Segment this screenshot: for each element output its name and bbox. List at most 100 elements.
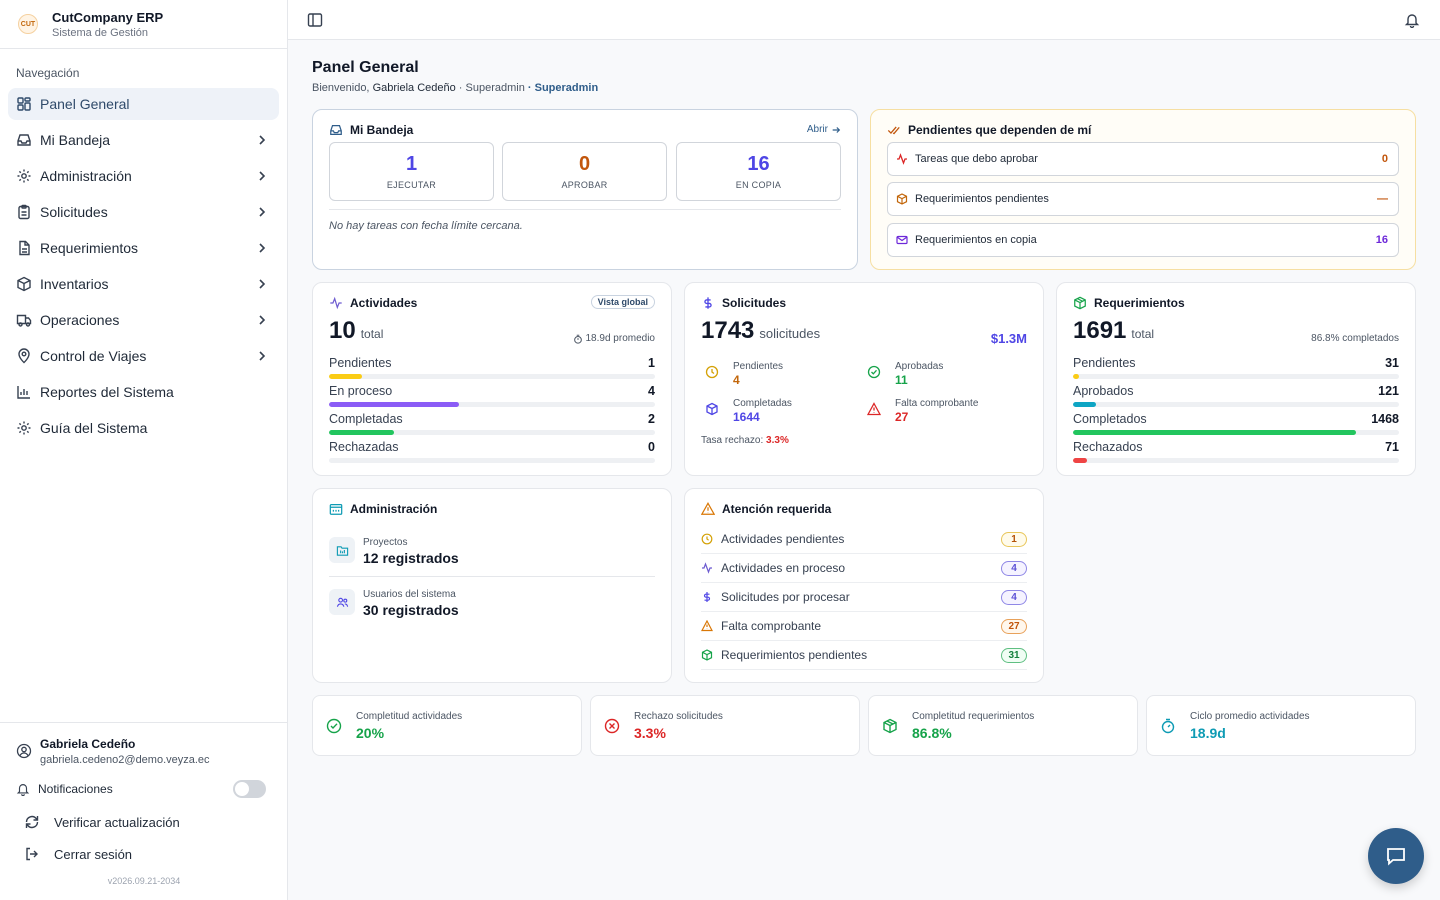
pending-row-value: —: [1377, 193, 1388, 205]
sidebar-item-label: Solicitudes: [40, 204, 108, 220]
inbox-box-label: EN COPIA: [735, 180, 782, 190]
check-circle-icon: [867, 365, 881, 379]
progress-fill: [1073, 458, 1087, 463]
sidebar-item-mi-bandeja[interactable]: Mi Bandeja: [8, 124, 279, 156]
welcome-role: · Superadmin: [458, 82, 525, 94]
check-update-button[interactable]: Verificar actualización: [0, 806, 288, 838]
kpi-value: 86.8%: [912, 724, 952, 741]
requests-amount: $1.3M: [990, 331, 1027, 346]
chevron-right-icon: [259, 351, 266, 361]
sidebar-item-panel-general[interactable]: Panel General: [8, 88, 279, 120]
sidebar-item-control-de-viajes[interactable]: Control de Viajes: [8, 340, 279, 372]
chevron-right-icon: [259, 279, 266, 289]
inbox-open-link[interactable]: Abrir: [807, 124, 841, 135]
chevron-right-icon: [259, 135, 266, 145]
requests-total-label: solicitudes: [759, 326, 821, 341]
sidebar-item-reportes[interactable]: Reportes del Sistema: [8, 376, 279, 408]
activities-average: 18.9d promedio: [573, 333, 655, 344]
progress-bar: [329, 458, 655, 463]
kpi-activities-completion: Completitud actividades 20%: [312, 695, 582, 756]
package-icon: [701, 649, 713, 661]
brand-logo: CUT: [18, 14, 38, 34]
global-view-badge[interactable]: Vista global: [590, 295, 655, 309]
sidebar-toggle-icon[interactable]: [307, 12, 323, 28]
attention-row-requests-to-process[interactable]: Solicitudes por procesar 4: [701, 583, 1027, 612]
activities-row-in-progress: En proceso 4: [329, 384, 655, 407]
sidebar-item-guia[interactable]: Guía del Sistema: [8, 412, 279, 444]
attention-row-label: Falta comprobante: [721, 619, 822, 633]
user-info[interactable]: Gabriela Cedeño gabriela.cedeno2@demo.ve…: [0, 723, 288, 766]
requests-approved[interactable]: Aprobadas 11: [867, 361, 943, 387]
requirements-completed-note: 86.8% completados: [1311, 333, 1399, 344]
pending-row-label: Requerimientos en copia: [915, 234, 1037, 246]
arrow-right-icon: [832, 126, 841, 133]
bell-icon[interactable]: [1404, 12, 1420, 28]
attention-row-missing-receipt[interactable]: Falta comprobante 27: [701, 612, 1027, 641]
kpi-label: Completitud requerimientos: [912, 710, 1035, 722]
inbox-box-cc[interactable]: 16 EN COPIA: [676, 142, 841, 201]
brand[interactable]: CUT CutCompany ERP Sistema de Gestión: [0, 0, 287, 49]
stat-value: 1: [648, 356, 655, 370]
activities-row-completed: Completadas 2: [329, 412, 655, 435]
requests-missing-receipt[interactable]: Falta comprobante 27: [867, 398, 978, 424]
attention-row-label: Requerimientos pendientes: [721, 648, 868, 662]
inbox-box-approve[interactable]: 0 APROBAR: [502, 142, 667, 201]
notifications-toggle[interactable]: [233, 780, 266, 798]
requirements-total-label: total: [1131, 327, 1155, 341]
progress-bar: [1073, 402, 1399, 407]
pending-row-approve[interactable]: Tareas que debo aprobar 0: [887, 142, 1399, 176]
app-version: v2026.09.21-2034: [107, 876, 181, 886]
sidebar-item-label: Administración: [40, 168, 132, 184]
sidebar-item-administracion[interactable]: Administración: [8, 160, 279, 192]
logout-label: Cerrar sesión: [54, 846, 133, 862]
logout-button[interactable]: Cerrar sesión: [0, 838, 288, 870]
inbox-box-execute[interactable]: 1 EJECUTAR: [329, 142, 494, 201]
map-pin-icon: [18, 348, 30, 364]
sidebar-item-operaciones[interactable]: Operaciones: [8, 304, 279, 336]
requests-pending[interactable]: Pendientes 4: [705, 361, 783, 387]
package-icon: [896, 193, 908, 205]
mini-value: 1644: [733, 410, 760, 424]
mini-label: Completadas: [733, 398, 792, 409]
requirements-row-completed: Completados 1468: [1073, 412, 1399, 435]
requirements-row-pending: Pendientes 31: [1073, 356, 1399, 379]
activities-total: 10 total: [329, 317, 383, 345]
pending-row-cc[interactable]: Requerimientos en copia 16: [887, 223, 1399, 257]
admin-projects[interactable]: Proyectos 12 registrados: [329, 537, 655, 577]
progress-fill: [329, 402, 460, 407]
divider: [329, 209, 841, 210]
attention-row-activities-in-progress[interactable]: Actividades en proceso 4: [701, 554, 1027, 583]
progress-fill: [329, 374, 362, 379]
activity-icon: [702, 562, 712, 574]
stat-value: 2: [648, 412, 655, 426]
attention-row-requirements-pending[interactable]: Requerimientos pendientes 31: [701, 641, 1027, 670]
sidebar-item-inventarios[interactable]: Inventarios: [8, 268, 279, 300]
pending-row-label: Requerimientos pendientes: [915, 193, 1049, 205]
gear-icon: [17, 421, 31, 435]
kpi-value: 18.9d: [1190, 724, 1226, 741]
kpi-average-cycle: Ciclo promedio actividades 18.9d: [1146, 695, 1416, 756]
mini-label: Aprobadas: [895, 361, 944, 372]
attention-row-activities-pending[interactable]: Actividades pendientes 1: [701, 525, 1027, 554]
pending-row-value: 0: [1381, 153, 1388, 165]
admin-users[interactable]: Usuarios del sistema 30 registrados: [329, 589, 655, 629]
inbox-box-label: EJECUTAR: [386, 180, 437, 190]
requests-completed[interactable]: Completadas 1644: [705, 398, 792, 424]
pending-row-requirements[interactable]: Requerimientos pendientes —: [887, 182, 1399, 216]
pending-card: Pendientes que dependen de mí Tareas que…: [870, 109, 1416, 270]
activities-row-pending: Pendientes 1: [329, 356, 655, 379]
requests-total: 1743 solicitudes: [701, 317, 820, 345]
reject-rate-value: 3.3%: [766, 435, 789, 446]
clipboard-icon: [18, 204, 30, 220]
progress-fill: [1073, 402, 1097, 407]
sidebar-item-solicitudes[interactable]: Solicitudes: [8, 196, 279, 228]
attention-row-count: 31: [1001, 647, 1027, 663]
chat-button[interactable]: [1368, 828, 1424, 884]
package-icon: [706, 402, 718, 416]
stat-value: 31: [1385, 356, 1399, 370]
sidebar-item-requerimientos[interactable]: Requerimientos: [8, 232, 279, 264]
welcome-user-name: Gabriela Cedeño: [372, 82, 456, 94]
attention-row-label: Actividades pendientes: [721, 532, 845, 546]
nav-section-label: Navegación: [16, 66, 80, 80]
stat-value: 0: [648, 440, 655, 454]
